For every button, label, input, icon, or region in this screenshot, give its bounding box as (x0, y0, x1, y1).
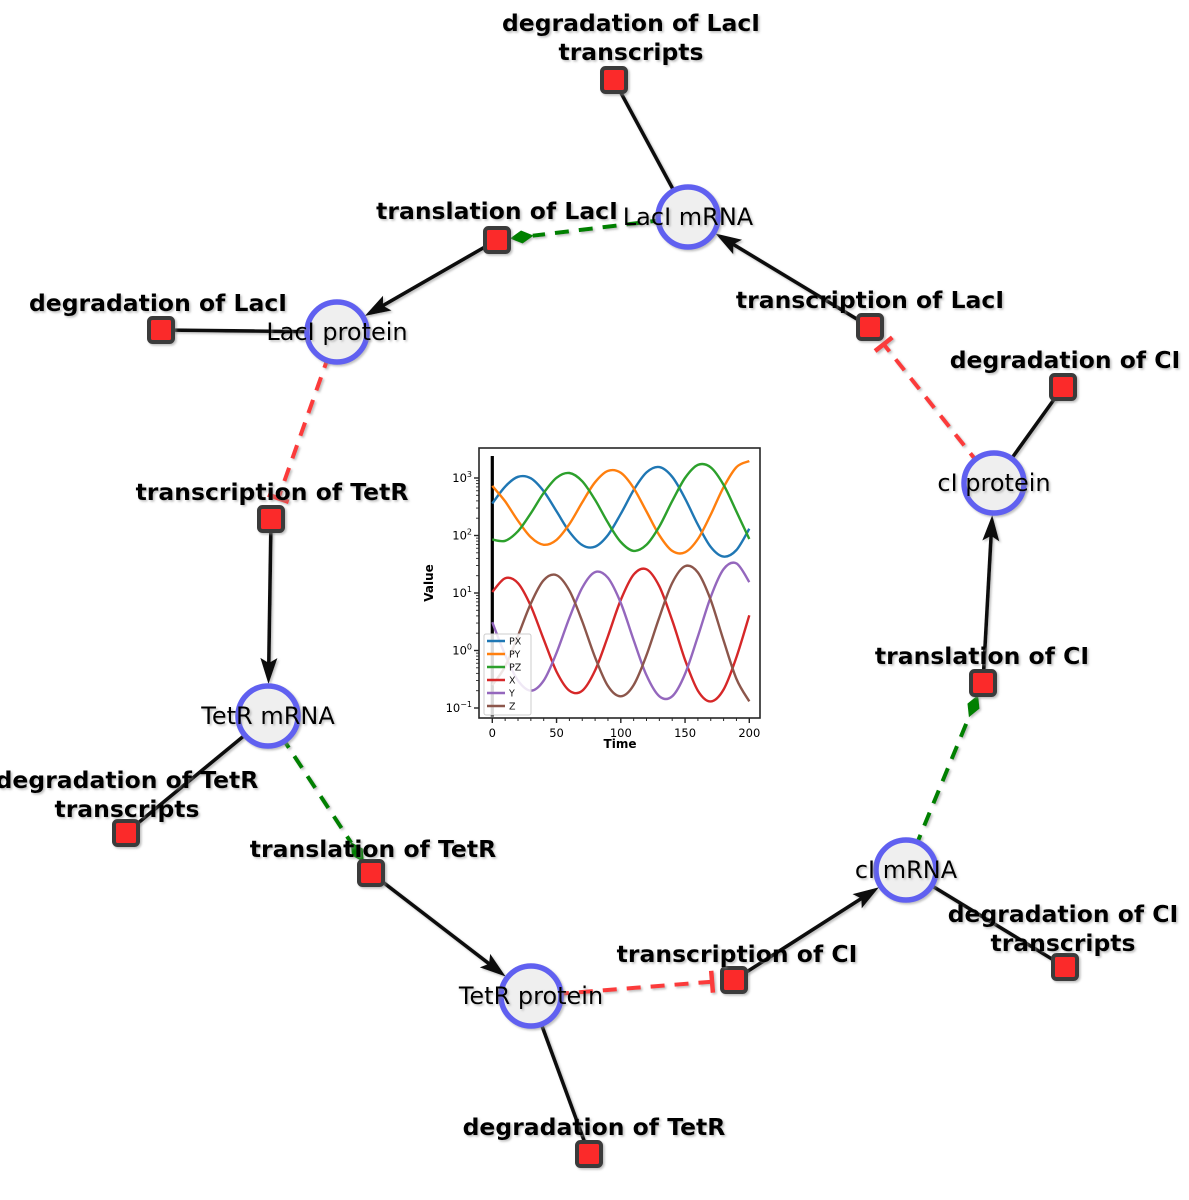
reaction-label-deg-ci: degradation of CI (950, 346, 1181, 374)
reaction-label-line: degradation of CI (948, 900, 1179, 928)
species-label-tetr-protein: TetR protein (458, 982, 603, 1010)
chart-series-py-line (491, 459, 750, 555)
species-label-laci-mrna: LacI mRNA (623, 203, 754, 231)
species-label-ci-protein: cI protein (937, 469, 1050, 497)
legend-label-y: Y (508, 689, 515, 700)
reaction-node-deg-ci-tx[interactable] (1051, 953, 1079, 981)
legend-label-x: X (509, 676, 516, 687)
chart-legend: PX PY PZ XYZ (483, 633, 532, 716)
reaction-label-line: translation of CI (875, 642, 1089, 670)
species-label-tetr-mrna: TetR mRNA (200, 702, 335, 730)
legend-label-py: PY (509, 650, 521, 661)
edge-production-txn-laci-to-laci-mrna (715, 233, 871, 329)
reaction-node-deg-tetr-tx[interactable] (112, 819, 140, 847)
chart-legend-box (483, 633, 532, 716)
reaction-label-transl-laci: translation of LacI (376, 197, 618, 225)
reaction-label-line: degradation of CI (950, 346, 1181, 374)
reaction-label-txn-ci: transcription of CI (617, 940, 858, 968)
reaction-label-deg-laci: degradation of LacI (29, 289, 287, 317)
edge-production-transl-tetr-to-tetr-protein (369, 871, 506, 977)
chart-y-tick-label: 101 (452, 585, 472, 600)
species-label-laci-protein: LacI protein (266, 318, 407, 346)
reaction-label-line: degradation of LacI (29, 289, 287, 317)
chart-x-tick-label: 50 (549, 726, 564, 740)
reaction-label-line: transcripts (54, 795, 199, 823)
species-node-ci-mrna[interactable] (873, 837, 939, 903)
reaction-node-deg-laci-tx[interactable] (600, 66, 628, 94)
reaction-label-line: transcription of CI (617, 940, 858, 968)
edge-production-txn-tetr-to-tetr-mrna (260, 518, 278, 685)
chart-x-tick-label: 100 (610, 726, 632, 740)
chart-y-tick-label: 102 (452, 528, 472, 543)
reaction-node-deg-tetr[interactable] (575, 1140, 603, 1168)
species-node-laci-protein[interactable] (304, 299, 370, 365)
chart-series-y-line (491, 561, 751, 701)
reaction-node-txn-tetr[interactable] (257, 505, 285, 533)
species-label-ci-mrna: cI mRNA (855, 856, 958, 884)
edge-production-txn-ci-to-ci-mrna (733, 887, 880, 982)
chart-y-tick-exponent: 0 (467, 643, 472, 652)
reaction-node-txn-laci[interactable] (856, 313, 884, 341)
chart-x-tick-label: 0 (489, 726, 496, 740)
chart-y-tick-label: 103 (452, 470, 472, 485)
chart-y-axis-label: Value (422, 564, 436, 602)
reaction-label-deg-ci-tx: degradation of CI transcripts (948, 900, 1179, 957)
edge-production-transl-laci-to-laci-protein (364, 238, 498, 317)
edge-production-transl-ci-to-ci-protein (981, 514, 1000, 684)
chart-x-axis-label: Time (604, 737, 637, 751)
reaction-label-line: transcription of LacI (736, 286, 1004, 314)
reaction-label-txn-laci: transcription of LacI (736, 286, 1004, 314)
reaction-node-transl-ci[interactable] (969, 669, 997, 697)
inset-chart: 0 50 100 150 20010−1100101102103TimeValuePXP… (422, 447, 761, 751)
reaction-node-deg-laci[interactable] (147, 316, 175, 344)
chart-x-tick-label: 200 (738, 726, 760, 740)
species-node-laci-mrna[interactable] (655, 184, 721, 250)
reaction-label-line: transcripts (558, 38, 703, 66)
chart-y-tick-exponent: 1 (467, 585, 472, 594)
reaction-node-txn-ci[interactable] (720, 966, 748, 994)
reaction-label-deg-tetr-tx: degradation of TetR transcripts (0, 766, 258, 823)
reaction-label-line: degradation of TetR (0, 766, 258, 794)
chart-series-pz-line (492, 462, 751, 553)
reaction-label-line: degradation of LacI (502, 9, 760, 37)
chart-x-tick-label: 150 (674, 726, 696, 740)
reaction-label-line: degradation of TetR (463, 1113, 726, 1141)
reaction-node-transl-tetr[interactable] (357, 859, 385, 887)
species-node-ci-protein[interactable] (961, 450, 1027, 516)
reaction-label-line: translation of LacI (376, 197, 618, 225)
reaction-label-transl-ci: translation of CI (875, 642, 1089, 670)
reaction-label-txn-tetr: transcription of TetR (136, 478, 409, 506)
chart-y-tick-label: 10−1 (446, 700, 472, 715)
legend-label-pz: PZ (509, 663, 522, 674)
chart-series-px-line (491, 465, 751, 558)
chart-series-z-line (491, 564, 751, 703)
reaction-node-transl-laci[interactable] (483, 226, 511, 254)
reaction-label-transl-tetr: translation of TetR (250, 835, 496, 863)
reaction-label-deg-tetr: degradation of TetR (463, 1113, 726, 1141)
chart-y-tick-exponent: −1 (460, 700, 472, 709)
chart-y-tick-label: 100 (452, 643, 472, 658)
reaction-label-line: transcripts (990, 929, 1135, 957)
reaction-label-deg-laci-tx: degradation of LacI transcripts (502, 9, 760, 66)
chart-y-tick-exponent: 3 (467, 470, 472, 479)
legend-label-z: Z (509, 702, 516, 713)
reaction-node-deg-ci[interactable] (1049, 373, 1077, 401)
reaction-label-line: translation of TetR (250, 835, 496, 863)
chart-y-tick-exponent: 2 (467, 528, 472, 537)
species-node-tetr-mrna[interactable] (235, 683, 301, 749)
species-node-tetr-protein[interactable] (498, 963, 564, 1029)
reaction-label-line: transcription of TetR (136, 478, 409, 506)
legend-label-px: PX (509, 637, 522, 648)
